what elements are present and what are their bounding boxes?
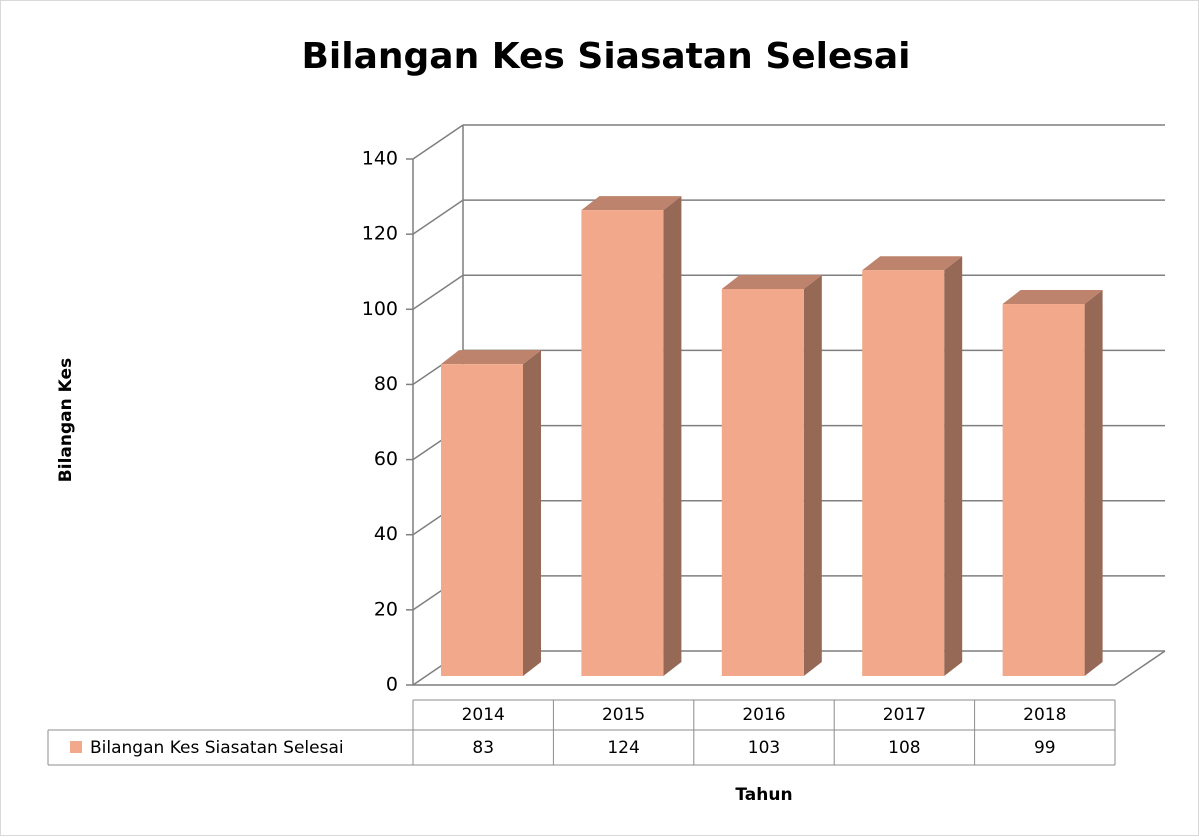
x-axis-label: Tahun bbox=[735, 785, 792, 805]
bar-top bbox=[581, 196, 682, 211]
y-tick-label: 60 bbox=[374, 448, 398, 470]
bar-top bbox=[862, 256, 963, 271]
table-value: 124 bbox=[607, 738, 639, 758]
table-value: 108 bbox=[888, 738, 920, 758]
grid-line bbox=[412, 274, 464, 310]
x-tick-label: 2018 bbox=[1023, 705, 1066, 725]
legend-swatch bbox=[70, 741, 82, 753]
table-value: 103 bbox=[748, 738, 780, 758]
table-value: 99 bbox=[1034, 738, 1056, 758]
bar bbox=[581, 210, 664, 676]
bar-side bbox=[1084, 290, 1103, 676]
bar bbox=[1002, 304, 1085, 676]
y-tick-label: 20 bbox=[374, 598, 398, 620]
bar-top bbox=[1002, 290, 1103, 305]
y-tick-label: 40 bbox=[374, 523, 398, 545]
bar-top bbox=[721, 275, 822, 290]
y-tick-label: 80 bbox=[374, 373, 398, 395]
y-axis-label: Bilangan Kes bbox=[56, 358, 76, 482]
x-tick-label: 2016 bbox=[742, 705, 785, 725]
bar bbox=[441, 364, 523, 676]
y-tick-label: 140 bbox=[362, 148, 398, 170]
y-tick-label: 100 bbox=[362, 298, 398, 320]
floor-edge bbox=[1114, 650, 1166, 686]
bar-side bbox=[803, 275, 822, 676]
x-tick-label: 2017 bbox=[883, 705, 926, 725]
grid-line bbox=[412, 124, 464, 160]
bar-side bbox=[663, 196, 682, 676]
y-tick-label: 120 bbox=[362, 223, 398, 245]
legend-label: Bilangan Kes Siasatan Selesai bbox=[90, 738, 344, 758]
bar bbox=[721, 289, 804, 676]
bar bbox=[862, 270, 945, 676]
table-value: 83 bbox=[472, 738, 494, 758]
grid-line bbox=[412, 199, 464, 235]
bar-top bbox=[441, 350, 541, 365]
chart-title: Bilangan Kes Siasatan Selesai bbox=[301, 36, 910, 77]
x-tick-label: 2014 bbox=[462, 705, 505, 725]
bar-side bbox=[944, 256, 963, 676]
x-tick-label: 2015 bbox=[602, 705, 645, 725]
y-tick-label: 0 bbox=[386, 674, 398, 696]
bar-side bbox=[523, 350, 541, 676]
